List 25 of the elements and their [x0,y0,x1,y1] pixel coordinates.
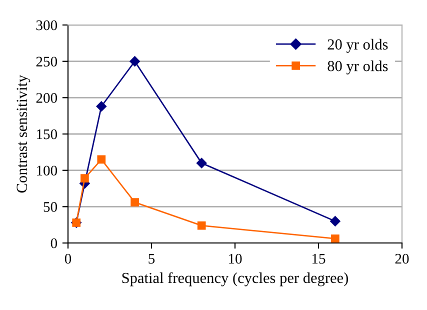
x-tick-label: 10 [228,254,242,264]
y-axis-title: Contrast sensitivity [16,74,30,193]
y-tick-label: 300 [36,20,58,30]
x-tick-label: 5 [148,254,155,264]
y-tick-label: 100 [36,166,58,176]
point [196,158,207,168]
y-tick-label: 50 [44,202,58,212]
point [97,155,106,164]
x-tick-label: 20 [395,254,409,264]
y-tick-label: 0 [50,238,58,248]
y-tick-label: 150 [36,129,58,140]
x-axis-title: Spatial frequency (cycles per degree) [122,272,348,286]
legend-label: 20 yr olds [328,38,388,53]
point [330,216,340,226]
y-tick-label: 200 [36,93,58,103]
x-tick-label: 15 [312,254,326,264]
point [331,234,340,243]
point [96,101,107,112]
point [130,56,140,66]
point [80,174,89,182]
y-tick-label: 250 [36,56,58,67]
x-tick-label: 0 [64,254,72,264]
legend-label: 80 yr olds [328,60,388,74]
point [130,198,139,206]
point [197,221,206,230]
